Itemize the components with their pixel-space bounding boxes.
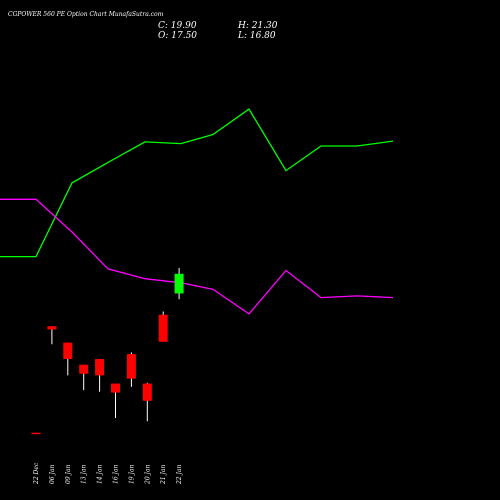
candle-body (174, 273, 184, 294)
x-axis-labels: 22 Dec 06 Jan 09 Jan 13 Jan 14 Jan 16 Jan 19 J… (33, 462, 183, 485)
candle-8 (142, 382, 152, 422)
candle-6 (111, 383, 120, 418)
overlay-line-2 (0, 198, 394, 315)
candle-body (47, 326, 57, 330)
candle-body (126, 354, 136, 379)
candle-body (142, 383, 152, 401)
candle-body (79, 364, 89, 374)
candle-2 (47, 326, 57, 345)
overlay-line-1 (0, 108, 394, 258)
open-value: O: 17.50 (158, 31, 197, 41)
candle-1 (31, 432, 41, 435)
x-tick-label: 16 Jan (113, 464, 120, 484)
candle-5 (95, 358, 105, 392)
x-tick-label: 20 Jan (144, 464, 151, 485)
x-tick-label: 22 Dec (33, 462, 40, 485)
x-tick-label: 22 Jan (176, 464, 183, 485)
close-value: C: 19.90 (158, 21, 197, 31)
candle-body (63, 342, 73, 359)
overlay-lines (0, 108, 394, 315)
candle-body (158, 314, 168, 342)
x-tick-label: 14 Jan (97, 464, 104, 484)
candle-4 (79, 364, 89, 391)
x-tick-label: 19 Jan (128, 464, 135, 484)
candle-body (95, 358, 105, 376)
candles (31, 268, 184, 435)
candle-body (31, 432, 41, 435)
x-tick-label: 06 Jan (49, 464, 56, 484)
low-value: L: 16.80 (237, 31, 276, 41)
x-tick-label: 09 Jan (65, 464, 72, 484)
x-tick-label: 21 Jan (160, 464, 167, 485)
high-value: H: 21.30 (237, 21, 278, 31)
candle-3 (63, 342, 73, 376)
candle-body (111, 383, 120, 393)
candle-7 (126, 352, 136, 387)
chart-title: CGPOWER 560 PE Option Chart MunafaSutra.… (8, 11, 164, 18)
x-tick-label: 13 Jan (81, 464, 88, 484)
candle-10 (174, 268, 184, 300)
candle-9 (158, 311, 168, 342)
